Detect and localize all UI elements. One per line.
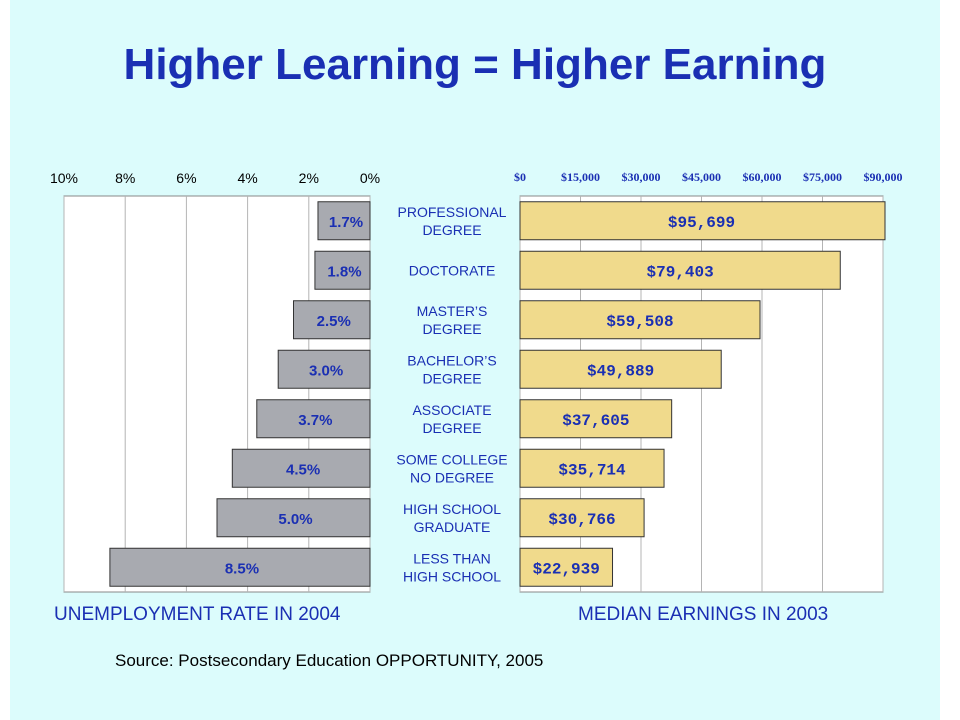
unemployment-data-label: 4.5% <box>286 461 320 478</box>
unemployment-bar <box>231 448 371 488</box>
category-label: DEGREE <box>422 222 481 238</box>
earnings-tick-label: $15,000 <box>561 170 600 184</box>
earnings-data-label: $95,699 <box>668 214 735 232</box>
earnings-tick-label: $75,000 <box>803 170 842 184</box>
category-label: DOCTORATE <box>409 262 496 278</box>
category-label: LESS THAN <box>413 550 491 566</box>
earnings-bar <box>519 498 645 538</box>
unemployment-data-label: 1.8% <box>327 263 361 280</box>
unemployment-tick-label: 10% <box>50 170 78 186</box>
unemployment-bar <box>317 201 371 241</box>
unemployment-bar <box>109 547 371 587</box>
unemployment-tick-label: 0% <box>360 170 380 186</box>
unemployment-bar <box>256 399 371 439</box>
unemployment-data-label: 1.7% <box>329 214 363 231</box>
unemployment-tick-label: 6% <box>176 170 196 186</box>
earnings-bar <box>519 349 722 389</box>
earnings-data-label: $22,939 <box>533 560 600 578</box>
page-title: Higher Learning = Higher Earning <box>123 40 827 89</box>
earnings-tick-label: $60,000 <box>743 170 782 184</box>
unemployment-data-label: 3.0% <box>309 362 343 379</box>
earnings-tick-label: $90,000 <box>864 170 903 184</box>
earnings-data-label: $35,714 <box>558 461 626 479</box>
unemployment-data-label: 3.7% <box>298 412 332 429</box>
earnings-bar <box>519 399 673 439</box>
category-label: HIGH SCHOOL <box>403 568 501 584</box>
earnings-tick-label: $45,000 <box>682 170 721 184</box>
earnings-data-label: $79,403 <box>647 263 714 281</box>
earnings-bar <box>519 300 761 340</box>
earnings-tick-label: $0 <box>514 170 526 184</box>
category-label: HIGH SCHOOL <box>403 501 501 517</box>
earnings-data-label: $37,605 <box>562 412 629 430</box>
category-label: SOME COLLEGE <box>396 451 507 467</box>
unemployment-data-label: 5.0% <box>278 511 312 528</box>
earnings-tick-label: $30,000 <box>622 170 661 184</box>
unemployment-bar <box>216 498 371 538</box>
earnings-axis-title: MEDIAN EARNINGS IN 2003 <box>578 604 828 625</box>
category-label: DEGREE <box>422 370 481 386</box>
category-label: PROFESSIONAL <box>398 204 507 220</box>
category-label: GRADUATE <box>414 519 491 535</box>
category-label: MASTER’S <box>417 303 488 319</box>
earnings-bar <box>519 201 886 241</box>
unemployment-data-label: 2.5% <box>317 313 351 330</box>
earnings-bar <box>519 547 614 587</box>
category-label: ASSOCIATE <box>412 402 491 418</box>
earnings-data-label: $59,508 <box>606 313 673 331</box>
unemployment-tick-label: 8% <box>115 170 135 186</box>
unemployment-bar <box>293 300 371 340</box>
unemployment-tick-label: 2% <box>299 170 319 186</box>
unemployment-data-label: 8.5% <box>225 560 259 577</box>
earnings-bar <box>519 250 841 290</box>
earnings-bar <box>519 448 665 488</box>
earnings-data-label: $30,766 <box>548 511 615 529</box>
category-label: DEGREE <box>422 420 481 436</box>
category-label: DEGREE <box>422 321 481 337</box>
unemployment-bar <box>314 250 371 290</box>
unemployment-bar <box>277 349 371 389</box>
category-label: NO DEGREE <box>410 469 494 485</box>
unemployment-tick-label: 4% <box>237 170 257 186</box>
unemployment-axis-title: UNEMPLOYMENT RATE IN 2004 <box>54 604 341 625</box>
category-label: BACHELOR’S <box>407 352 496 368</box>
earnings-data-label: $49,889 <box>587 362 654 380</box>
source-note: Source: Postsecondary Education OPPORTUN… <box>115 651 544 670</box>
